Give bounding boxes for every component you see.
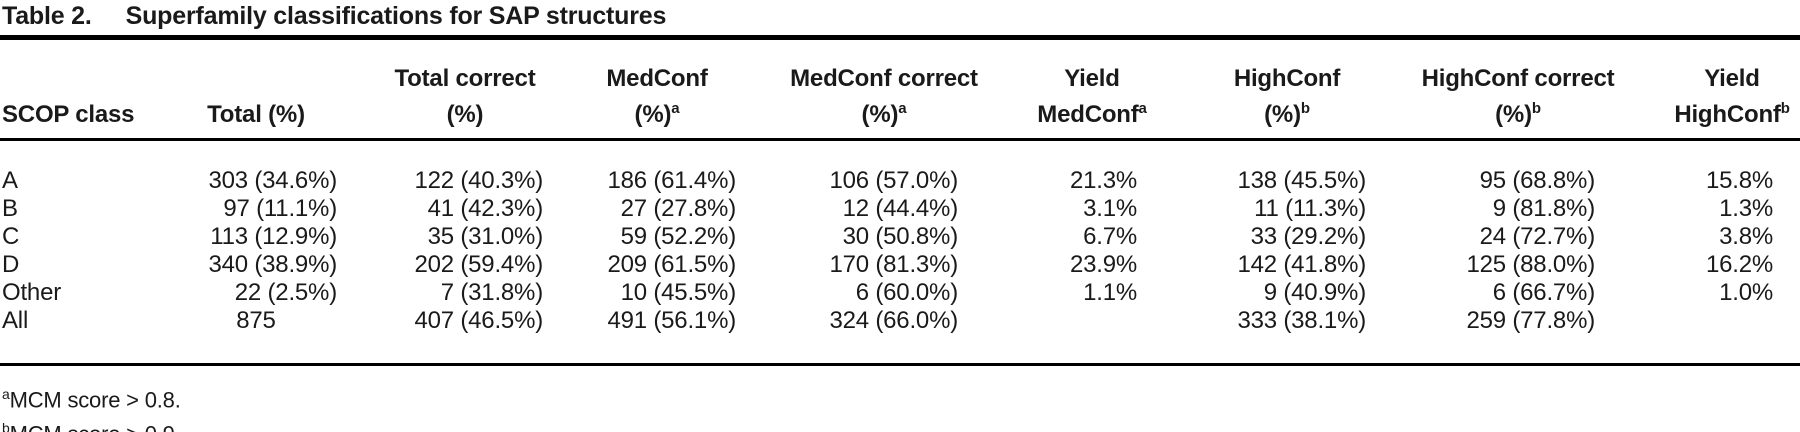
table-cell: 1.1% xyxy=(1083,279,1137,306)
superfamily-classification-table: SCOP class Total (%) Total correct (%) M… xyxy=(0,40,1800,335)
table-cell: 6.7% xyxy=(1083,223,1137,250)
table-cell: 324 (66.0%) xyxy=(829,307,958,334)
table-cell: 10 (45.5%) xyxy=(620,279,737,306)
table-cell: 125 (88.0%) xyxy=(1466,251,1595,278)
table-cell: 30 (50.8%) xyxy=(842,223,959,250)
table-cell: 33 (29.2%) xyxy=(1250,223,1367,250)
table-cell: 303 (34.6%) xyxy=(208,167,337,194)
table-cell: 142 (41.8%) xyxy=(1237,251,1366,278)
table-cell: 15.8% xyxy=(1705,167,1773,194)
table-cell xyxy=(1624,307,1800,335)
table-cell: 186 (61.4%) xyxy=(607,167,736,194)
table-cell: 22 (2.5%) xyxy=(234,279,337,306)
table-cell: 1.3% xyxy=(1719,195,1773,222)
table-cell: 27 (27.8%) xyxy=(620,195,737,222)
table-cell: 97 (11.1%) xyxy=(223,195,337,222)
table-cell: 209 (61.5%) xyxy=(607,251,736,278)
table-cell: 202 (59.4%) xyxy=(414,251,543,278)
table-cell: 3.1% xyxy=(1083,195,1137,222)
table-caption: Table 2. Superfamily classifications for … xyxy=(0,0,1800,31)
table-row: Other 22 (2.5%) 7 (31.8%) 10 (45.5%) 6 (… xyxy=(0,279,1800,307)
table-cell: 41 (42.3%) xyxy=(427,195,544,222)
table-cell: 138 (45.5%) xyxy=(1237,167,1366,194)
table-row: B 97 (11.1%) 41 (42.3%) 27 (27.8%) 12 (4… xyxy=(0,195,1800,223)
row-label: Other xyxy=(2,279,62,306)
footnotes: aMCM score > 0.8. bMCM score > 0.9. xyxy=(0,380,1800,432)
table-cell: 3.8% xyxy=(1719,223,1773,250)
table-cell: 875 xyxy=(236,307,276,334)
bottom-rule xyxy=(0,363,1800,366)
table-row: C 113 (12.9%) 35 (31.0%) 59 (52.2%) 30 (… xyxy=(0,223,1800,251)
table-cell: 11 (11.3%) xyxy=(1254,195,1366,222)
column-header-total-correct: Total correct (%) xyxy=(362,40,568,141)
table-cell: 340 (38.9%) xyxy=(208,251,337,278)
row-label: C xyxy=(2,223,20,250)
column-header-yield-medconf: Yield MedConfa xyxy=(1022,40,1162,141)
table-cell: 113 (12.9%) xyxy=(210,223,337,250)
table-cell: 6 (66.7%) xyxy=(1492,279,1595,306)
table-cell: 24 (72.7%) xyxy=(1479,223,1596,250)
table-cell: 9 (40.9%) xyxy=(1263,279,1366,306)
table-cell: 9 (81.8%) xyxy=(1492,195,1595,222)
top-rule xyxy=(0,35,1800,40)
table-cell: 407 (46.5%) xyxy=(414,307,543,334)
table-cell: 259 (77.8%) xyxy=(1466,307,1595,334)
table-cell: 7 (31.8%) xyxy=(440,279,543,306)
column-header-medconf-correct: MedConf correct (%)a xyxy=(746,40,1022,141)
table-cell: 12 (44.4%) xyxy=(842,195,959,222)
column-header-highconf: HighConf (%)b xyxy=(1162,40,1412,141)
footnote-b: bMCM score > 0.9. xyxy=(2,420,181,432)
column-header-scop-class: SCOP class xyxy=(0,40,150,141)
table-cell: 16.2% xyxy=(1705,251,1773,278)
table-cell: 59 (52.2%) xyxy=(620,223,737,250)
column-header-highconf-correct: HighConf correct (%)b xyxy=(1412,40,1624,141)
column-header-medconf: MedConf (%)a xyxy=(568,40,746,141)
table-cell: 23.9% xyxy=(1069,251,1137,278)
table-row: A 303 (34.6%) 122 (40.3%) 186 (61.4%) 10… xyxy=(0,140,1800,196)
table-cell xyxy=(1022,307,1162,335)
table-cell: 95 (68.8%) xyxy=(1479,167,1596,194)
table-cell: 106 (57.0%) xyxy=(829,167,958,194)
column-header-yield-highconf: Yield HighConfb xyxy=(1624,40,1800,141)
table-title-text: Superfamily classifications for SAP stru… xyxy=(125,2,667,30)
table-cell: 333 (38.1%) xyxy=(1237,307,1366,334)
table-number: Table 2. xyxy=(2,2,92,30)
column-header-total: Total (%) xyxy=(150,40,362,141)
table-cell: 6 (60.0%) xyxy=(855,279,958,306)
table-cell: 491 (56.1%) xyxy=(607,307,736,334)
header-row: SCOP class Total (%) Total correct (%) M… xyxy=(0,40,1800,141)
footnote-a: aMCM score > 0.8. xyxy=(2,386,181,413)
row-label: D xyxy=(2,251,20,278)
table-cell: 170 (81.3%) xyxy=(829,251,958,278)
table-cell: 122 (40.3%) xyxy=(414,167,543,194)
table-cell: 21.3% xyxy=(1069,167,1137,194)
row-label: B xyxy=(2,195,18,222)
table-row: All 875 407 (46.5%) 491 (56.1%) 324 (66.… xyxy=(0,307,1800,335)
row-label: A xyxy=(2,167,18,194)
table-cell: 1.0% xyxy=(1719,279,1773,306)
table-cell: 35 (31.0%) xyxy=(427,223,544,250)
table-row: D 340 (38.9%) 202 (59.4%) 209 (61.5%) 17… xyxy=(0,251,1800,279)
row-label: All xyxy=(2,307,29,334)
